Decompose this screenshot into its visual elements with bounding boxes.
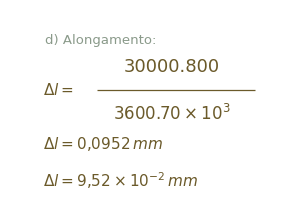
Text: 30000.800: 30000.800 — [124, 58, 220, 76]
Text: $3600.70\times10^3$: $3600.70\times10^3$ — [113, 104, 230, 124]
Text: $\Delta l = 9{,}52 \times 10^{-2}\,mm$: $\Delta l = 9{,}52 \times 10^{-2}\,mm$ — [43, 170, 198, 191]
Text: d) Alongamento:: d) Alongamento: — [45, 34, 157, 47]
Text: $\Delta l = 0{,}0952\,mm$: $\Delta l = 0{,}0952\,mm$ — [43, 135, 163, 153]
Text: $\Delta l =$: $\Delta l =$ — [43, 82, 74, 97]
